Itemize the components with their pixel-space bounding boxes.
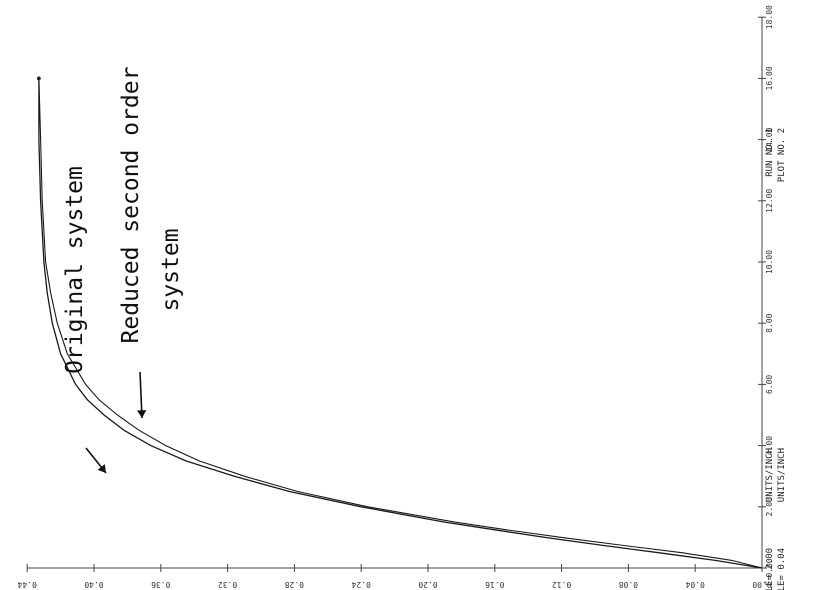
yscale-note: YSCALE= 0.04: [777, 548, 787, 590]
series-group: [37, 76, 763, 569]
axes: 0.00 2.00 4.00 6.00 8.00 10.00 12.00 14.00 16.00…: [17, 5, 774, 589]
x-tick-label: 0.00: [765, 558, 774, 577]
y-tick-label: 0.20: [418, 580, 437, 589]
y-tick-label: 0.12: [552, 580, 571, 589]
x-tick-label: 6.00: [765, 375, 774, 394]
y-tick-label: 0.32: [218, 580, 237, 589]
units-note-1: UNITS/INCH: [765, 448, 775, 502]
arrow-reduced-head: [137, 410, 147, 418]
y-tick-label: 0.08: [619, 580, 638, 589]
y-tick-label: 0.24: [351, 580, 370, 589]
series-line-original: [38, 78, 763, 569]
y-tick-label: 0.36: [151, 580, 170, 589]
annotation-reduced-line2: system: [158, 228, 184, 311]
x-tick-label: 12.00: [765, 189, 774, 213]
series-line-reduced: [38, 78, 763, 569]
y-tick-label: 0.04: [685, 580, 704, 589]
x-tick-label: 10.00: [765, 250, 774, 274]
y-tick-label: 0.00: [752, 580, 771, 589]
x-tick-label: 8.00: [765, 313, 774, 332]
x-tick-label: 14.00: [765, 127, 774, 151]
x-tick-label: 4.00: [765, 436, 774, 455]
plot-number: PLOT NO. 2: [777, 128, 787, 182]
xscale-note: XSCALE= 2.00: [765, 548, 775, 590]
x-tick-label: 18.00: [765, 5, 774, 29]
y-tick-label: 0.40: [84, 580, 103, 589]
y-tick-label: 0.28: [285, 580, 304, 589]
annotation-original: Original system: [62, 166, 88, 374]
arrow-original-head: [97, 464, 106, 473]
labels: Original system Reduced second order syste…: [62, 67, 787, 590]
run-number: RUN NO. 1: [765, 128, 775, 177]
x-tick-label: 16.00: [765, 66, 774, 90]
y-tick-label: 0.44: [17, 580, 36, 589]
series-endpoint: [37, 76, 41, 81]
annotation-reduced-line1: Reduced second order: [118, 67, 144, 344]
x-tick-label: 2.00: [765, 497, 774, 516]
y-tick-label: 0.16: [485, 580, 504, 589]
units-note-2: UNITS/INCH: [777, 448, 787, 502]
